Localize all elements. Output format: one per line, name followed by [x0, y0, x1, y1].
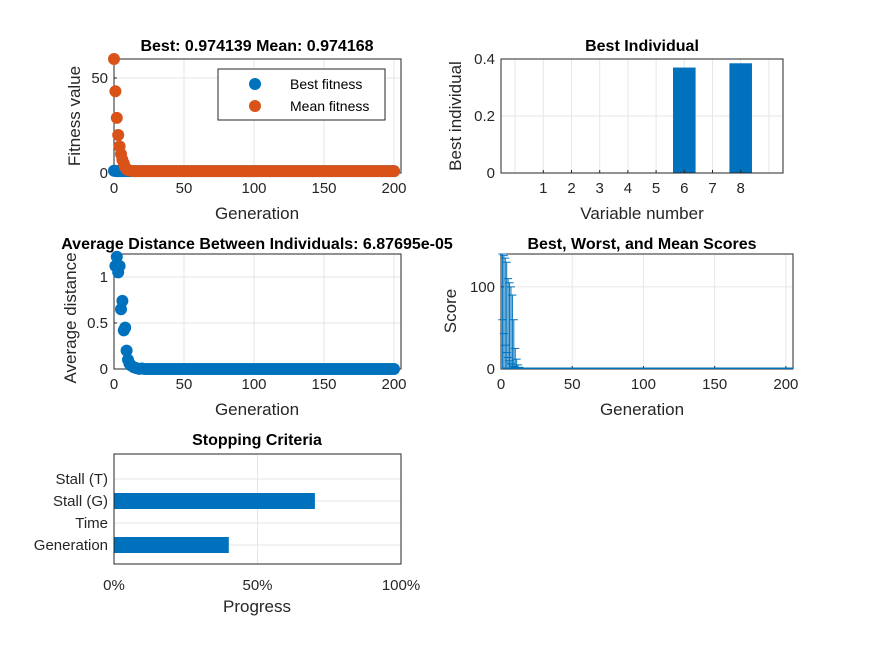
tick-label-y: 0	[487, 361, 495, 378]
tick-label-x: 0	[110, 180, 118, 197]
tick-label-x: 5	[652, 180, 660, 197]
scores-plot-xlabel: Generation	[600, 400, 684, 419]
tick-label-y: 50	[91, 70, 108, 87]
best-individual-axes-box	[500, 58, 784, 174]
scores-plot-ylabel: Score	[441, 289, 460, 333]
mean-fitness-point	[110, 111, 123, 124]
distance-point	[119, 321, 132, 334]
mean-fitness-point	[388, 165, 400, 178]
tick-label-x: 50	[176, 180, 193, 197]
tick-label-x: 0	[497, 376, 505, 393]
tick-label-y: 1	[100, 269, 108, 286]
distance-plot-title: Average Distance Between Individuals: 6.…	[61, 236, 453, 253]
distance-point	[110, 250, 123, 263]
fitness-plot-ylabel: Fitness value	[65, 66, 84, 166]
stopping-plot-ticks: 0% 50% 100% Stall (T) Stall (G) Time Generatio…	[34, 471, 420, 594]
distance-plot-ticks: 0 50 100 150 200 0 0.5 1	[87, 269, 406, 393]
distance-plot-markers	[109, 250, 400, 375]
progress-bar-stall-g-	[114, 493, 315, 509]
distance-plot-ylabel: Average distance	[61, 252, 80, 383]
best-individual-title: Best Individual	[585, 38, 699, 55]
distance-point	[388, 362, 400, 375]
tick-label-y: 0.4	[474, 51, 495, 68]
fitness-plot-xlabel: Generation	[215, 204, 299, 223]
stopping-plot: Stopping Criteria 0% 50% 100% Stall (T) Stal…	[34, 432, 420, 616]
category-label: Stall (G)	[53, 493, 108, 510]
mean-fitness-point	[109, 85, 122, 98]
tick-label-y: 0	[487, 165, 495, 182]
distance-point	[120, 344, 133, 357]
tick-label-x: 200	[381, 376, 406, 393]
legend-best-marker	[249, 78, 261, 90]
legend-mean-label: Mean fitness	[290, 98, 369, 114]
best-individual-bars	[673, 63, 752, 173]
distance-plot-axes-box	[113, 253, 402, 370]
scores-plot-ticks: 0 50 100 150 200 0 100	[470, 279, 798, 393]
tick-label-y: 0	[100, 165, 108, 182]
mean-fitness-point	[108, 53, 120, 65]
scores-plot-axes-box	[500, 253, 794, 370]
distance-plot-grid	[113, 254, 401, 370]
tick-label-x: 0	[110, 376, 118, 393]
tick-label-x: 200	[773, 376, 798, 393]
tick-label-x: 150	[702, 376, 727, 393]
tick-label-y: 0	[100, 361, 108, 378]
tick-label-x: 1	[539, 180, 547, 197]
tick-label-x: 3	[596, 180, 604, 197]
tick-label-x: 100%	[382, 577, 420, 594]
tick-label-x: 100	[241, 180, 266, 197]
category-label: Generation	[34, 537, 108, 554]
bar-variable-6	[673, 67, 696, 173]
scores-plot: Best, Worst, and Mean Scores 0 50 100 150 20…	[441, 236, 798, 419]
tick-label-x: 50	[564, 376, 581, 393]
category-label: Stall (T)	[56, 471, 109, 488]
fitness-plot-title: Best: 0.974139 Mean: 0.974168	[140, 38, 373, 55]
category-label: Time	[75, 515, 108, 532]
best-individual-plot: Best Individual 0 0.2 0.4 1 2 3 4 5 6 7 8 Variable…	[446, 38, 784, 223]
distance-plot: Average Distance Between Individuals: 6.…	[61, 236, 453, 419]
tick-label-x: 50%	[242, 577, 272, 594]
distance-point	[113, 259, 126, 272]
fitness-legend: Best fitness Mean fitness	[217, 68, 386, 121]
fitness-plot-ticks: 0 50 100 150 200 0 50	[91, 70, 406, 197]
bar-variable-8	[729, 63, 752, 173]
tick-label-x: 150	[311, 376, 336, 393]
legend-mean-marker	[249, 100, 261, 112]
progress-bar-generation	[114, 537, 229, 553]
tick-label-x: 100	[631, 376, 656, 393]
tick-label-x: 8	[737, 180, 745, 197]
tick-label-x: 2	[567, 180, 575, 197]
scores-plot-bars	[498, 253, 793, 369]
tick-label-x: 150	[311, 180, 336, 197]
tick-label-x: 100	[241, 376, 266, 393]
stopping-plot-axes-box	[113, 453, 402, 565]
tick-label-x: 4	[624, 180, 632, 197]
fitness-plot-markers	[108, 53, 400, 178]
legend-best-label: Best fitness	[290, 76, 362, 92]
fitness-plot: Best: 0.974139 Mean: 0.974168 0 50 100 150 2…	[65, 38, 407, 223]
distance-point	[116, 294, 129, 307]
best-individual-ticks: 0 0.2 0.4 1 2 3 4 5 6 7 8	[474, 51, 745, 197]
tick-label-x: 50	[176, 376, 193, 393]
mean-fitness-point	[112, 129, 125, 141]
best-individual-ylabel: Best individual	[446, 61, 465, 171]
stopping-plot-title: Stopping Criteria	[192, 432, 322, 449]
best-individual-xlabel: Variable number	[580, 204, 704, 223]
tick-label-x: 6	[680, 180, 688, 197]
stopping-plot-bars	[114, 493, 315, 553]
tick-label-y: 100	[470, 279, 495, 296]
distance-plot-xlabel: Generation	[215, 400, 299, 419]
stopping-plot-xlabel: Progress	[223, 597, 291, 616]
tick-label-y: 0.5	[87, 315, 108, 332]
legend-box	[217, 68, 386, 121]
tick-label-y: 0.2	[474, 108, 495, 125]
scores-plot-grid	[500, 254, 793, 370]
tick-label-x: 7	[708, 180, 716, 197]
tick-label-x: 200	[381, 180, 406, 197]
scores-plot-title: Best, Worst, and Mean Scores	[527, 236, 756, 253]
tick-label-x: 0%	[103, 577, 125, 594]
